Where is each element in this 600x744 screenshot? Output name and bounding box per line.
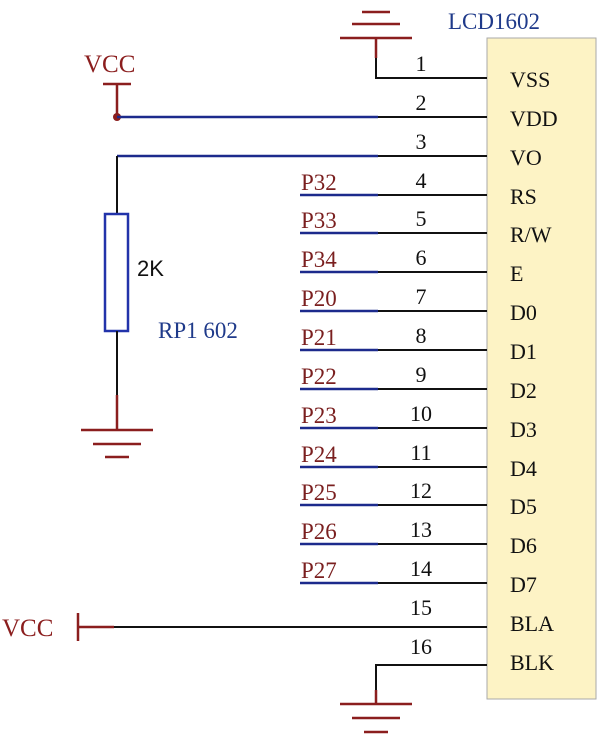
vcc-symbol-top	[103, 82, 131, 116]
pin-labels-group: 1 VSS 2 VDD 3 VO 4 RS P32 5 R/W P33 6 E P34 7 D0 P20 8 D1 P2…	[301, 51, 558, 675]
pin-name: D2	[510, 378, 537, 403]
pin-number: 8	[416, 323, 427, 348]
pin-name: R/W	[510, 222, 552, 247]
net-label: P26	[301, 519, 337, 544]
pin-name: VDD	[510, 106, 558, 131]
pin-name: D5	[510, 494, 537, 519]
pin1-ground-wire	[375, 58, 487, 79]
vcc-label-bottom: VCC	[2, 615, 53, 642]
net-wires-group	[300, 193, 487, 585]
pin-number: 9	[416, 362, 427, 387]
pin-number: 6	[416, 245, 427, 270]
net-label: P27	[301, 558, 337, 583]
net-label: P21	[301, 325, 337, 350]
pin-number: 5	[416, 206, 427, 231]
net-label: P34	[301, 247, 337, 272]
pin-number: 14	[410, 556, 432, 581]
ground-symbol-left	[81, 428, 153, 459]
pin-name: E	[510, 261, 523, 286]
pin-number: 3	[416, 129, 427, 154]
pin-name: VO	[510, 145, 542, 170]
net-label: P20	[301, 286, 337, 311]
pin-number: 2	[416, 90, 427, 115]
resistor-ref-label: RP1 602	[158, 318, 238, 343]
resistor-rp1602	[103, 212, 130, 333]
pin-name: D3	[510, 417, 537, 442]
net-label: P22	[301, 364, 337, 389]
pin-number: 16	[410, 634, 432, 659]
pin-number: 12	[410, 478, 432, 503]
pin-name: D6	[510, 533, 537, 558]
net-label: P25	[301, 480, 337, 505]
pin16-ground-wire	[375, 664, 487, 690]
pin-name: D1	[510, 339, 537, 364]
lcd-module-body	[486, 37, 597, 700]
pin-name: D0	[510, 300, 537, 325]
pin-name: BLK	[510, 650, 554, 675]
resistor-value-label: 2K	[137, 256, 164, 281]
net-label: P33	[301, 208, 337, 233]
lcd-module-title: LCD1602	[448, 9, 540, 34]
vcc-label-top: VCC	[84, 51, 135, 78]
pin-number: 10	[410, 401, 432, 426]
pin-number: 11	[410, 440, 431, 465]
ground-symbol-top	[340, 10, 412, 58]
pin-name: BLA	[510, 611, 554, 636]
pin-number: 4	[416, 168, 427, 193]
pin-number: 13	[410, 517, 432, 542]
ground-symbol-bottom	[340, 690, 412, 734]
pin-number: 1	[416, 51, 427, 76]
pin-name: D4	[510, 456, 537, 481]
net-label: P32	[301, 170, 337, 195]
pin-number: 15	[410, 595, 432, 620]
pin-name: VSS	[510, 67, 550, 92]
pin-name: D7	[510, 572, 537, 597]
net-label: P23	[301, 403, 337, 428]
pin-number: 7	[416, 284, 427, 309]
pin-name: RS	[510, 184, 537, 209]
net-label: P24	[301, 442, 337, 467]
